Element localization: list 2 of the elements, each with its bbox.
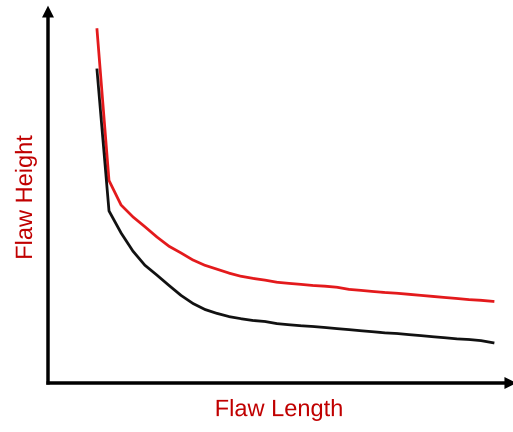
y-axis-title: Flaw Height bbox=[14, 135, 37, 258]
x-axis-title: Flaw Length bbox=[216, 398, 342, 421]
